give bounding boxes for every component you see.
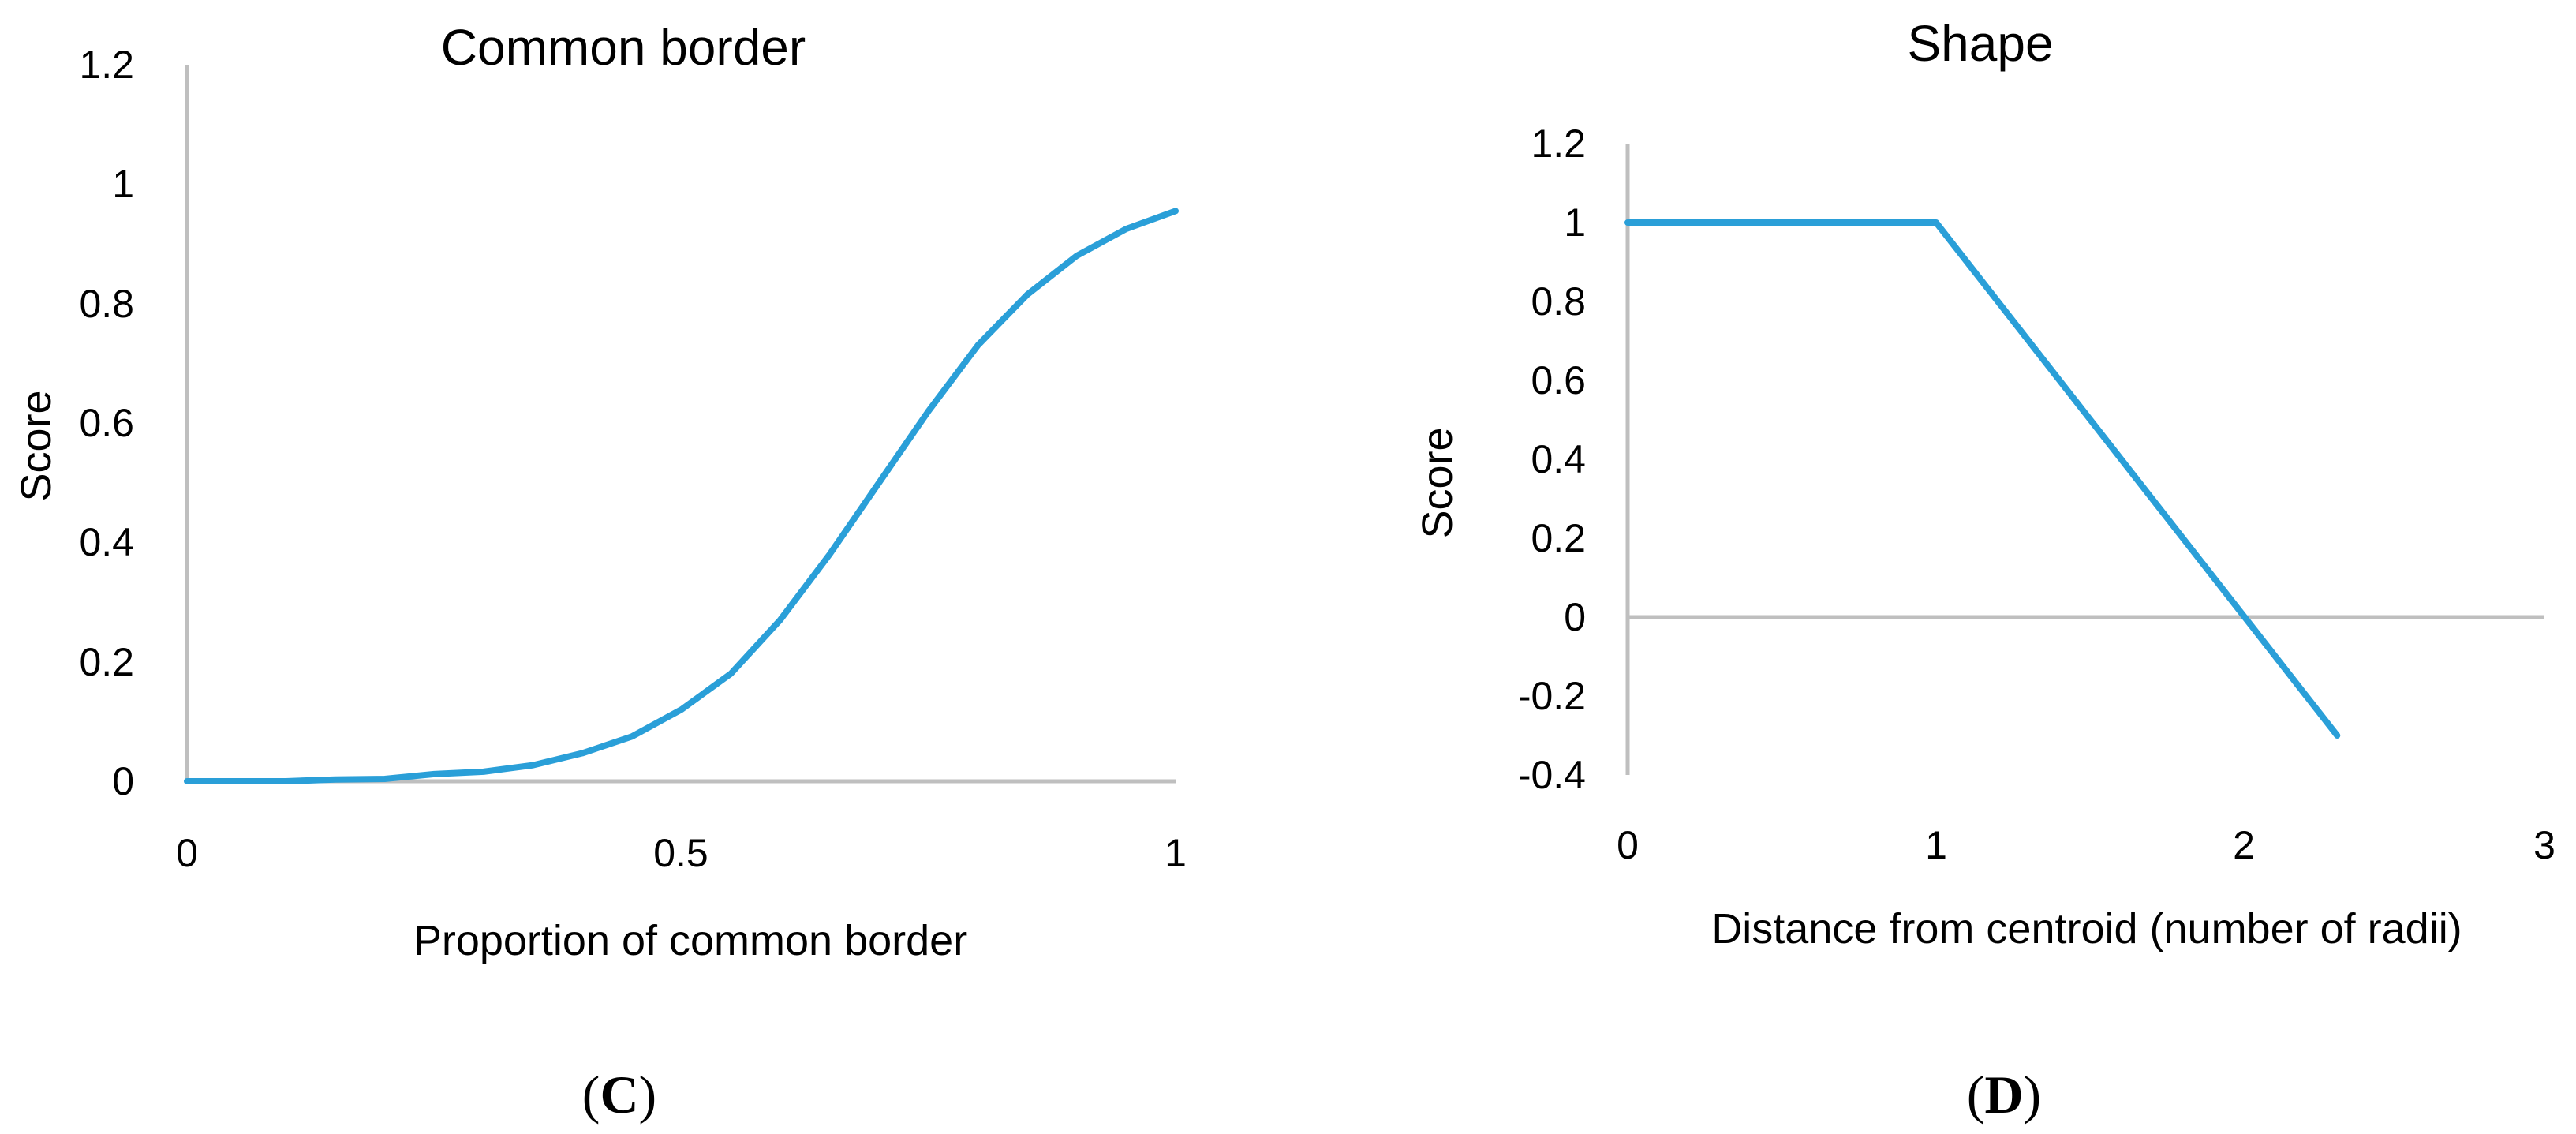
chart-d-y-tick: -0.2 xyxy=(1518,674,1586,718)
chart-d-y-axis-title: Score xyxy=(1414,427,1461,538)
chart-c-y-tick: 0.8 xyxy=(79,282,134,326)
chart-c-title: Common border xyxy=(441,19,806,76)
chart-d-y-tick: 1 xyxy=(1564,200,1586,245)
chart-c-x-tick: 0 xyxy=(176,831,198,875)
chart-d-y-tick: 1.2 xyxy=(1531,122,1586,166)
chart-d-y-tick: 0 xyxy=(1564,595,1586,639)
chart-c-y-tick: 0.2 xyxy=(79,640,134,684)
chart-d-title: Shape xyxy=(1907,15,2053,72)
chart-d-x-tick: 1 xyxy=(1925,823,1947,867)
chart-c-y-axis-title: Score xyxy=(13,390,60,501)
chart-c-y-tick: 0 xyxy=(112,759,134,803)
chart-d-x-tick: 3 xyxy=(2533,823,2555,867)
chart-c-x-tick: 1 xyxy=(1165,831,1187,875)
chart-c-y-tick: 1 xyxy=(112,162,134,206)
chart-d-y-tick: 0.2 xyxy=(1531,516,1586,560)
chart-shape: Shape -0.4 -0.2 0 0.2 0.4 0.6 0.8 1 1.2 … xyxy=(1414,15,2555,1125)
chart-c-series-line xyxy=(184,208,1179,784)
chart-d-y-tick: -0.4 xyxy=(1518,753,1586,797)
chart-c-x-axis-title: Proportion of common border xyxy=(413,917,967,964)
chart-d-x-tick: 2 xyxy=(2233,823,2255,867)
chart-c-y-tick: 0.4 xyxy=(79,520,134,564)
chart-c-panel-label: (C) xyxy=(582,1065,656,1125)
chart-d-y-tick: 0.6 xyxy=(1531,358,1586,402)
chart-common-border: Common border 0 0.2 0.4 0.6 0.8 1 1.2 0 … xyxy=(13,19,1187,1125)
chart-d-panel-label: (D) xyxy=(1967,1065,2041,1125)
chart-d-y-tick: 0.4 xyxy=(1531,437,1586,481)
chart-d-series-line xyxy=(1624,219,2341,739)
chart-d-x-tick: 0 xyxy=(1617,823,1639,867)
chart-c-x-tick: 0.5 xyxy=(653,831,708,875)
chart-c-y-tick: 1.2 xyxy=(79,43,134,87)
chart-c-y-tick: 0.6 xyxy=(79,401,134,445)
chart-d-x-axis-title: Distance from centroid (number of radii) xyxy=(1711,905,2462,952)
chart-d-y-tick: 0.8 xyxy=(1531,279,1586,324)
